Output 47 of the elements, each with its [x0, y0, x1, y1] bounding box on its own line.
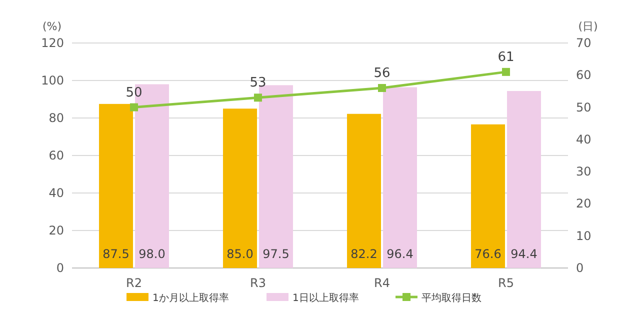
data-label: 56: [374, 66, 390, 81]
data-label: 87.5: [102, 247, 130, 261]
y2-tick-label: 20: [576, 196, 592, 211]
y2-axis-title: (日): [578, 20, 598, 33]
y2-tick-label: 0: [576, 261, 584, 275]
x-tick-label: R3: [250, 276, 266, 290]
point: [130, 103, 138, 112]
bar: [471, 124, 505, 268]
bar: [507, 91, 541, 268]
data-label: 94.4: [510, 247, 538, 261]
legend-label: 1日以上取得率: [292, 292, 359, 304]
y2-tick-label: 10: [576, 228, 592, 243]
y2-tick-label: 40: [576, 132, 592, 146]
y2-tick-label: 60: [576, 68, 592, 82]
bar: [347, 114, 381, 268]
y-tick-label: 20: [48, 224, 64, 238]
data-label: 96.4: [386, 247, 414, 261]
data-label: 53: [250, 76, 266, 91]
legend-label: 1か月以上取得率: [152, 292, 229, 304]
data-label: 50: [126, 85, 142, 100]
y-tick-label: 0: [56, 261, 64, 275]
bar: [223, 108, 257, 268]
y-axis-title: (%): [42, 20, 62, 33]
point: [378, 84, 386, 92]
point: [254, 94, 262, 102]
y-tick-label: 120: [41, 36, 64, 50]
data-label: 61: [498, 50, 514, 65]
x-tick-label: R2: [126, 276, 142, 290]
bar: [383, 87, 417, 268]
x-tick-label: R4: [374, 276, 390, 290]
bar: [259, 85, 293, 268]
y-tick-label: 60: [48, 148, 64, 162]
y2-tick-label: 70: [576, 36, 592, 50]
y-tick-label: 100: [41, 74, 64, 88]
data-label: 97.5: [262, 247, 290, 261]
data-label: 76.6: [474, 247, 502, 261]
point: [502, 68, 510, 76]
data-label: 82.2: [350, 247, 378, 261]
legend-label: 平均取得日数: [422, 292, 482, 304]
data-label: 98.0: [138, 247, 166, 261]
y-tick-label: 40: [48, 186, 64, 200]
y2-tick-label: 50: [576, 100, 592, 114]
data-label: 85.0: [226, 247, 254, 261]
x-tick-label: R5: [498, 276, 514, 290]
y2-tick-label: 30: [576, 164, 592, 179]
bar: [99, 104, 133, 268]
y-tick-label: 80: [48, 111, 64, 125]
